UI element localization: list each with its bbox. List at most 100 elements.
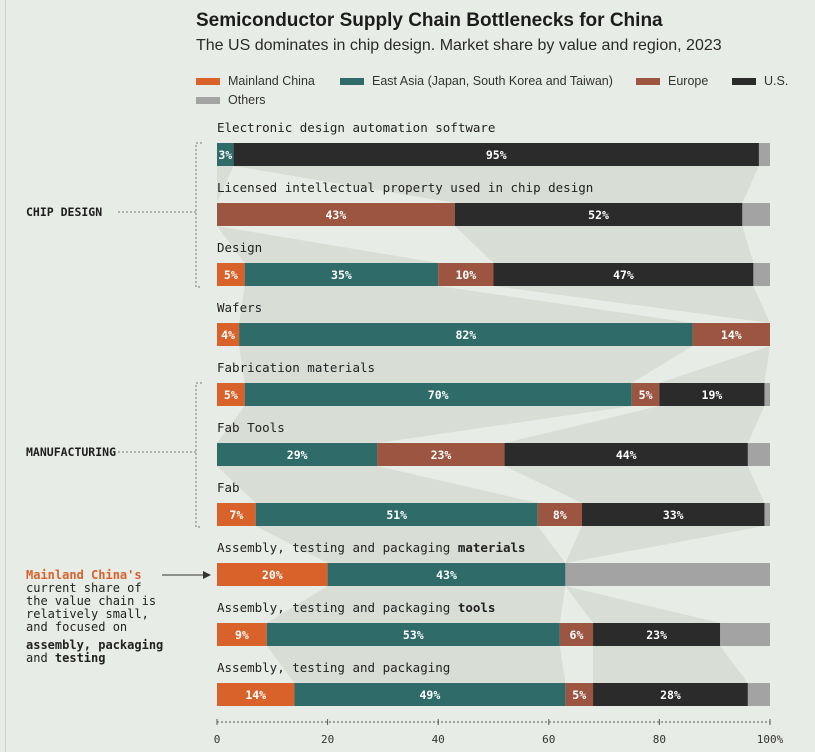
- x-tick-label: 20: [321, 733, 334, 746]
- bar-segment: [631, 383, 660, 406]
- row-label: Fabrication materials: [217, 360, 375, 375]
- bar-segment: [255, 503, 538, 526]
- legend-label: Mainland China: [228, 74, 315, 88]
- annotation-highlight: Mainland China's: [26, 568, 142, 582]
- legend-item-europe: Europe: [636, 74, 708, 88]
- bar-segment: [565, 563, 770, 586]
- flow-band: [239, 286, 693, 323]
- chip-design-group-bracket: [195, 142, 202, 288]
- bar-segment: [565, 683, 594, 706]
- flow-band: [565, 526, 765, 563]
- legend-label: East Asia (Japan, South Korea and Taiwan…: [372, 74, 613, 88]
- bar-segment: [559, 623, 594, 646]
- legend-label: U.S.: [764, 74, 789, 88]
- bar-segment: [659, 383, 765, 406]
- legend-swatch-east-asia: [340, 77, 364, 85]
- legend-swatch-us: [732, 77, 756, 85]
- bar-data-label: 51%: [386, 508, 407, 522]
- bar-segment: [217, 143, 234, 166]
- bar-data-label: 70%: [428, 388, 449, 402]
- bar-segment: [454, 203, 743, 226]
- bar-data-label: 49%: [420, 688, 441, 702]
- annotation-arrow-head: [203, 571, 211, 579]
- bar-data-label: 19%: [702, 388, 723, 402]
- row-label: Fab Tools: [217, 420, 285, 435]
- bar-segment: [438, 263, 494, 286]
- bar-segment: [233, 143, 759, 166]
- legend-item-mainland-china: Mainland China: [196, 74, 315, 88]
- bar-data-label: 8%: [553, 508, 567, 522]
- row-label: Assembly, testing and packaging material…: [217, 540, 526, 555]
- bar-segment: [720, 623, 770, 646]
- bar-segment: [747, 443, 770, 466]
- annotation-last-line: and testing: [26, 651, 105, 665]
- bar-segment: [493, 263, 754, 286]
- flow-band: [659, 346, 770, 383]
- bar-data-label: 5%: [639, 388, 653, 402]
- annotation-line: relatively small,: [26, 607, 149, 621]
- legend-item-us: U.S.: [732, 74, 788, 88]
- bar-segment: [764, 383, 770, 406]
- flow-band: [217, 466, 538, 503]
- row-label: Electronic design automation software: [217, 120, 495, 135]
- annotation-line: and focused on: [26, 620, 127, 634]
- legend-label: Europe: [668, 74, 709, 88]
- flow-band: [565, 586, 721, 623]
- chart-subtitle: The US dominates in chip design. Market …: [196, 37, 722, 54]
- flow-band: [255, 526, 566, 563]
- bar-data-label: 53%: [403, 628, 424, 642]
- bar-segment: [217, 683, 295, 706]
- flow-band: [454, 226, 754, 263]
- annotation-line: the value chain is: [26, 594, 156, 608]
- manufacturing-group-bracket: [195, 382, 202, 528]
- bar-data-label: 35%: [331, 268, 352, 282]
- x-tick-label: 40: [432, 733, 445, 746]
- bar-segment: [504, 443, 748, 466]
- bar-segment: [217, 623, 267, 646]
- x-tick-label: 60: [542, 733, 555, 746]
- bar-data-label: 10%: [455, 268, 476, 282]
- bar-segment: [294, 683, 566, 706]
- bar-data-label: 5%: [572, 688, 586, 702]
- legend-item-others: Others: [196, 93, 266, 107]
- chip-design-group-label: CHIP DESIGN: [26, 205, 102, 219]
- legend-swatch-mainland-china: [196, 77, 220, 85]
- flow-band: [217, 406, 632, 443]
- bar-segment: [753, 263, 770, 286]
- flow-band: [504, 406, 765, 443]
- bar-segment: [377, 443, 505, 466]
- chart-title: Semiconductor Supply Chain Bottlenecks f…: [196, 10, 663, 31]
- bar-data-label: 23%: [646, 628, 667, 642]
- bar-segment: [758, 143, 770, 166]
- annotation-line: current share of: [26, 581, 142, 595]
- legend-swatch-europe: [636, 77, 660, 85]
- flow-band: [493, 286, 770, 323]
- bar-data-label: 6%: [570, 628, 584, 642]
- bar-data-label: 7%: [229, 508, 243, 522]
- legend-label: Others: [228, 93, 266, 107]
- manufacturing-group-label: MANUFACTURING: [26, 445, 116, 459]
- bar-data-label: 14%: [245, 688, 266, 702]
- legend-swatch-others: [196, 96, 220, 104]
- bar-segment: [327, 563, 566, 586]
- bar-data-label: 44%: [616, 448, 637, 462]
- bar-data-label: 28%: [660, 688, 681, 702]
- row-label: Assembly, testing and packaging: [217, 660, 450, 675]
- row-label: Fab: [217, 480, 240, 495]
- bar-segment: [581, 503, 765, 526]
- bar-segment: [239, 323, 693, 346]
- bar-data-label: 20%: [262, 568, 283, 582]
- bar-segment: [217, 203, 455, 226]
- bar-segment: [692, 323, 770, 346]
- flow-band: [217, 166, 234, 203]
- flow-band: [239, 346, 693, 383]
- bar-data-label: 52%: [588, 208, 609, 222]
- bar-data-label: 43%: [436, 568, 457, 582]
- bar-segment: [217, 263, 245, 286]
- bar-data-label: 43%: [326, 208, 347, 222]
- legend-item-east-asia: East Asia (Japan, South Korea and Taiwan…: [340, 74, 613, 88]
- flow-band: [266, 586, 566, 623]
- flow-band: [217, 226, 439, 263]
- bar-segment: [747, 683, 770, 706]
